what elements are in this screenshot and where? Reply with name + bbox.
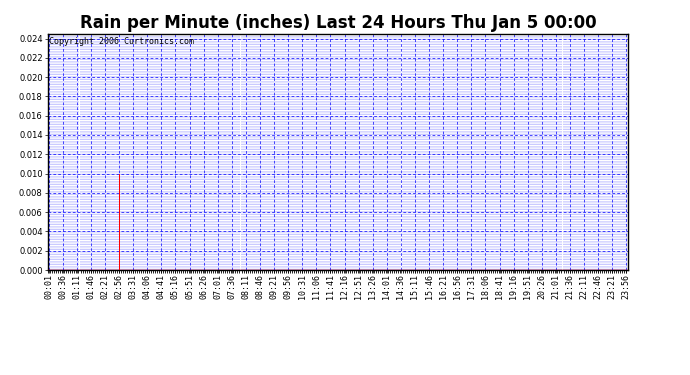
Bar <box>259 174 260 270</box>
Title: Rain per Minute (inches) Last 24 Hours Thu Jan 5 00:00: Rain per Minute (inches) Last 24 Hours T… <box>80 14 596 32</box>
Text: Copyright 2006 Curtronics.com: Copyright 2006 Curtronics.com <box>50 37 195 46</box>
